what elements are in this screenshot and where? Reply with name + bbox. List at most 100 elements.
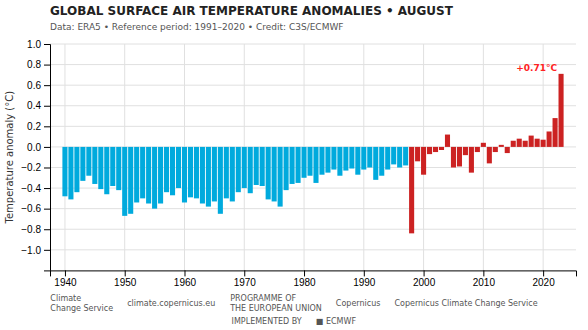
bar — [361, 147, 366, 170]
bar — [523, 141, 528, 147]
y-axis-title: Temperature anomaly (°C) — [4, 91, 15, 225]
x-tick-mark — [364, 270, 365, 276]
y-tick-mark — [44, 126, 50, 127]
y-tick-mark — [44, 250, 50, 251]
bar — [278, 147, 283, 207]
y-grid-line — [50, 85, 576, 86]
y-tick-mark — [44, 65, 50, 66]
bar — [92, 147, 97, 184]
y-tick-label: 0.2 — [27, 121, 41, 132]
bar — [511, 141, 516, 147]
bar — [224, 147, 229, 198]
bar — [547, 131, 552, 146]
footer-text: IMPLEMENTED BY — [232, 317, 302, 326]
bar — [260, 147, 265, 186]
x-tick-mark — [304, 270, 305, 276]
bar — [463, 147, 468, 155]
y-tick: 0.8 — [27, 59, 50, 70]
bar — [337, 147, 342, 176]
footer-text-line: THE EUROPEAN UNION — [229, 304, 322, 313]
bar — [409, 147, 414, 233]
bar — [367, 147, 372, 168]
bar — [134, 147, 139, 203]
y-tick-mark — [44, 85, 50, 86]
bar — [373, 147, 378, 180]
y-axis-line — [44, 45, 51, 271]
bar — [242, 147, 247, 188]
y-grid-line — [50, 249, 576, 250]
bar — [307, 147, 312, 176]
y-tick: −0.4 — [21, 183, 50, 194]
y-tick-label: −0.4 — [21, 183, 41, 194]
bar — [319, 147, 324, 175]
subtitle: Data: ERA5 • Reference period: 1991–2020… — [50, 22, 343, 32]
y-tick-label: −0.6 — [21, 203, 41, 214]
y-tick-label: 0.0 — [27, 142, 41, 153]
bar — [439, 147, 444, 150]
footer-text-line: Copernicus — [336, 299, 381, 308]
bar — [194, 147, 199, 198]
bar — [188, 147, 193, 197]
x-axis: 194019501960197019801990200020102020 — [51, 270, 577, 288]
footer: ClimateChange Serviceclimate.copernicus.… — [50, 294, 537, 326]
y-tick: −1.0 — [21, 245, 50, 256]
footer-text: Copernicus Climate Change Service — [394, 299, 537, 308]
bar — [379, 147, 384, 176]
bar — [170, 147, 175, 195]
bar — [331, 147, 336, 170]
footer-text: PROGRAMME OFTHE EUROPEAN UNION — [229, 294, 322, 313]
y-tick-label: −1.0 — [21, 245, 41, 256]
y-tick-label: −0.2 — [21, 162, 41, 173]
x-tick: 2000 — [413, 270, 436, 288]
footer-text: ClimateChange Service — [50, 294, 113, 313]
bar — [517, 139, 522, 147]
bar — [182, 147, 187, 203]
footer-text-line: ■ ECMWF — [316, 317, 357, 326]
bar — [403, 147, 408, 166]
footer-item: ClimateChange Service — [50, 294, 113, 313]
x-tick-mark — [424, 270, 425, 276]
footer-text-line: PROGRAMME OF — [230, 294, 296, 303]
y-grid-line — [50, 105, 576, 106]
bar — [541, 140, 546, 147]
x-tick: 1960 — [174, 270, 197, 288]
x-tick-mark — [125, 270, 126, 276]
x-tick: 2020 — [533, 270, 556, 288]
bar — [200, 147, 205, 204]
bar — [206, 147, 211, 207]
bar — [421, 147, 426, 175]
y-grid-line — [50, 64, 576, 65]
x-tick-label: 2010 — [473, 278, 496, 289]
plot: 194019501960197019801990200020102020−1.0… — [21, 39, 576, 289]
bar — [343, 147, 348, 171]
bar — [427, 147, 432, 154]
y-grid-line — [50, 126, 576, 127]
y-grid-line — [50, 44, 576, 45]
y-tick: 0.0 — [27, 142, 50, 153]
annotation: +0.71°C — [516, 63, 557, 73]
bar — [451, 147, 456, 168]
y-tick-mark — [44, 188, 50, 189]
bar — [140, 147, 145, 198]
bar — [481, 143, 486, 147]
footer-text-line: Change Service — [50, 304, 113, 313]
y-tick: 1.0 — [27, 39, 50, 50]
y-tick: −0.2 — [21, 162, 50, 173]
y-tick-label: −0.8 — [21, 224, 41, 235]
y-tick-mark — [44, 209, 50, 210]
bar — [559, 74, 564, 147]
x-tick-label: 1960 — [174, 278, 197, 289]
bar — [230, 147, 235, 202]
bar — [313, 147, 318, 183]
bar — [469, 147, 474, 173]
bar — [355, 147, 360, 175]
bar — [164, 147, 169, 192]
footer-text: Copernicus — [336, 299, 381, 308]
footer-item: IMPLEMENTED BY — [232, 317, 302, 326]
x-tick: 1940 — [54, 270, 77, 288]
bar — [158, 147, 163, 204]
bar — [415, 147, 420, 161]
bar — [122, 147, 127, 216]
footer-item: Copernicus Climate Change Service — [394, 299, 537, 308]
x-tick-mark — [244, 270, 245, 276]
